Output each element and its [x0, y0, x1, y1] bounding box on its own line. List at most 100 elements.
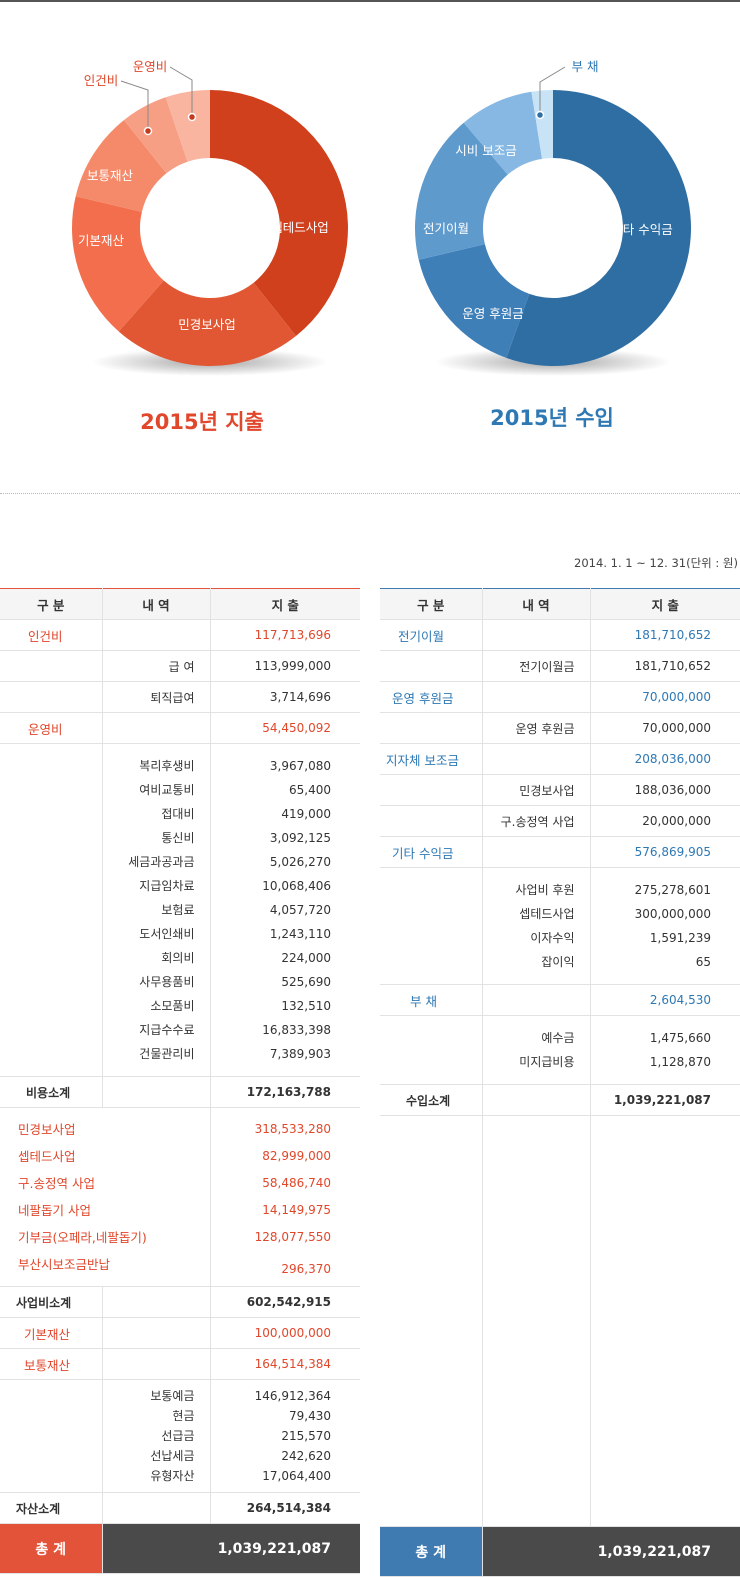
item-names: 복리후생비 여비교통비 접대비 통신비 세금과공과금 지급임차료 보험료 도서인쇄비 회의비 사무… [102, 743, 211, 1077]
item-row: 퇴직급여 3,714,696 [0, 681, 360, 713]
item-name: 사업비 후원 [515, 883, 575, 897]
header-category: 구 분 [0, 588, 103, 620]
expenditure-slice-label: 민경보사업 [178, 317, 236, 332]
item-row: 운영 후원금 70,000,000 [380, 712, 740, 744]
item-amount: 65 [695, 955, 711, 969]
item-amount: 1,591,239 [649, 931, 711, 945]
category-row-donations: 운영 후원금 70,000,000 [380, 681, 740, 713]
item-amount: 3,967,080 [269, 759, 331, 773]
project-amount: 14,149,975 [262, 1203, 331, 1217]
item-amount: 10,068,406 [262, 879, 331, 893]
project-amount: 58,486,740 [262, 1176, 331, 1190]
item-name: 운영 후원금 [482, 712, 591, 744]
expenditure-table: 구 분 내 역 지 출 인건비 117,713,696 급 여 113,999,… [0, 588, 360, 1574]
item-row: 급 여 113,999,000 [0, 650, 360, 682]
project-name: 기부금(오페라,네팔돕기) [18, 1230, 147, 1245]
category-amount: 70,000,000 [590, 681, 740, 713]
table-header-row: 구 분 내 역 지 출 [0, 588, 360, 620]
item-name: 셉테드사업 [519, 907, 575, 921]
item-amount: 188,036,000 [590, 774, 740, 806]
category-row-normal-assets: 보통재산 164,514,384 [0, 1348, 360, 1380]
category-row-basic-assets: 기본재산 100,000,000 [0, 1317, 360, 1349]
project-name: 민경보사업 [18, 1122, 76, 1137]
charts-area: 셉테드사업 민경보사업 기본재산 보통재산 인건비 운영비 기타 수익금 운영 후원금 전기이… [0, 0, 740, 480]
item-amount: 224,000 [281, 951, 331, 965]
table-header-row: 구 분 내 역 지 출 [380, 588, 740, 620]
subtotal-amount: 264,514,384 [210, 1492, 360, 1524]
item-amount: 4,057,720 [269, 903, 331, 917]
project-name: 구.송정역 사업 [18, 1176, 95, 1191]
item-amounts: 146,912,364 79,430 215,570 242,620 17,064,40… [210, 1379, 360, 1493]
category-amount: 164,514,384 [210, 1348, 360, 1380]
item-name: 통신비 [161, 831, 195, 845]
period-label: 2014. 1. 1 ~ 12. 31(단위 : 원) [574, 556, 738, 570]
subtotal-row-income: 수입소계 1,039,221,087 [380, 1084, 740, 1116]
subtotal-name: 자산소계 [0, 1492, 103, 1524]
subtotal-row-asset: 자산소계 264,514,384 [0, 1492, 360, 1524]
category-name: 보통재산 [0, 1348, 103, 1380]
item-amount: 146,912,364 [254, 1389, 331, 1403]
item-name: 건물관리비 [139, 1047, 195, 1061]
item-amounts: 275,278,601 300,000,000 1,591,239 65 [590, 867, 740, 985]
subtotal-name: 비용소계 [0, 1076, 103, 1108]
item-row: 전기이월금 181,710,652 [380, 650, 740, 682]
expenditure-slice [75, 120, 167, 212]
item-amount: 1,475,660 [649, 1031, 711, 1045]
personnel-marker-dot [143, 126, 153, 136]
item-name: 세금과공과금 [128, 855, 195, 869]
category-row-personnel: 인건비 117,713,696 [0, 619, 360, 651]
income-table: 구 분 내 역 지 출 전기이월 181,710,652 전기이월금 181,7… [380, 588, 740, 1577]
item-list-row: 사업비 후원 셉테드사업 이자수익 잡이익 275,278,601 300,000,00… [380, 867, 740, 985]
item-amount: 3,714,696 [210, 681, 360, 713]
total-label: 총 계 [380, 1526, 483, 1577]
subtotal-amount: 602,542,915 [210, 1286, 360, 1318]
item-amount: 1,128,870 [649, 1055, 711, 1069]
personnel-leader-line [120, 80, 149, 128]
item-amount: 79,430 [289, 1409, 331, 1423]
item-names: 사업비 후원 셉테드사업 이자수익 잡이익 [482, 867, 591, 985]
project-amount: 128,077,550 [254, 1230, 331, 1244]
project-name: 셉테드사업 [18, 1149, 76, 1164]
category-name: 기타 수익금 [380, 836, 483, 868]
header-amount: 지 출 [210, 588, 360, 620]
income-slice-label: 부 채 [572, 59, 599, 74]
total-row: 총 계 1,039,221,087 [380, 1526, 740, 1577]
project-name: 부산시보조금반납 [18, 1257, 111, 1272]
section-divider [0, 493, 740, 494]
expenditure-slice [165, 90, 210, 162]
item-amount: 275,278,601 [634, 883, 711, 897]
item-amount: 65,400 [289, 783, 331, 797]
category-name: 운영 후원금 [380, 681, 483, 713]
operating-marker-dot [187, 112, 197, 122]
project-amount: 318,533,280 [254, 1122, 331, 1136]
subtotal-name: 사업비소계 [0, 1286, 103, 1318]
item-name: 선납세금 [150, 1449, 195, 1463]
expenditure-chart-title: 2015년 지출 [140, 410, 264, 434]
item-row: 민경보사업 188,036,000 [380, 774, 740, 806]
project-rows: 민경보사업 셉테드사업 구.송정역 사업 네팔돕기 사업 기부금(오페라,네팔돕기) 부산… [0, 1107, 360, 1287]
project-amount: 82,999,000 [262, 1149, 331, 1163]
category-amount: 117,713,696 [210, 619, 360, 651]
category-name: 운영비 [0, 712, 103, 744]
item-amount: 1,243,110 [269, 927, 331, 941]
item-name: 보통예금 [150, 1389, 195, 1403]
filler-row [380, 1115, 740, 1527]
category-amount: 100,000,000 [210, 1317, 360, 1349]
category-name: 부 채 [380, 984, 483, 1016]
category-row-carryover: 전기이월 181,710,652 [380, 619, 740, 651]
item-name: 도서인쇄비 [139, 927, 195, 941]
item-amount: 7,389,903 [269, 1047, 331, 1061]
expenditure-slice [71, 196, 164, 332]
category-name: 인건비 [0, 619, 103, 651]
item-name: 이자수익 [530, 931, 575, 945]
operating-leader-line [169, 66, 193, 114]
item-name: 현금 [172, 1409, 195, 1423]
income-slice-label: 운영 후원금 [462, 306, 523, 321]
category-amount: 2,604,530 [590, 984, 740, 1016]
category-amount: 181,710,652 [590, 619, 740, 651]
item-name: 여비교통비 [139, 783, 195, 797]
subtotal-row-project: 사업비소계 602,542,915 [0, 1286, 360, 1318]
item-name: 소모품비 [150, 999, 195, 1013]
item-name: 구.송정역 사업 [482, 805, 591, 837]
